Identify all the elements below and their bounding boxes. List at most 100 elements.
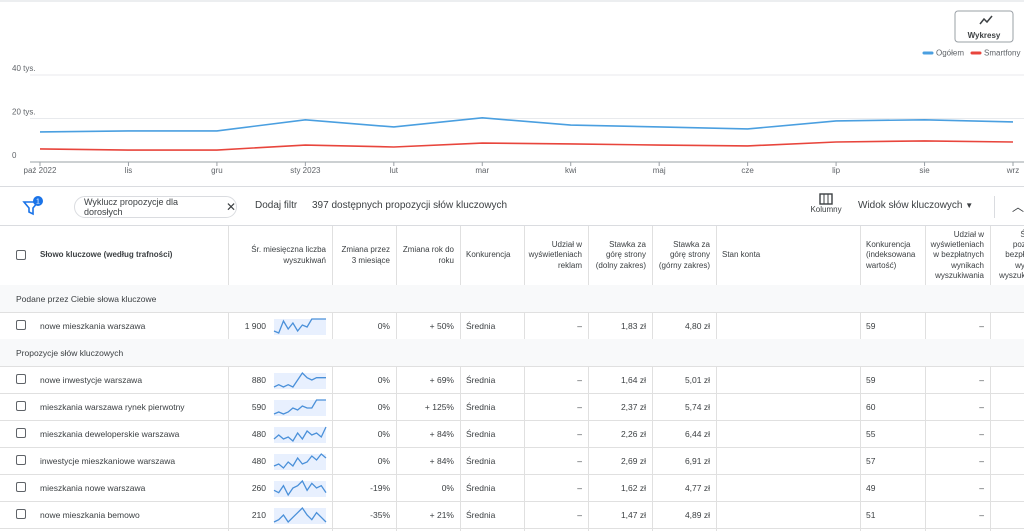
- cell-value: Średnia: [466, 401, 496, 412]
- sparkline: [273, 479, 327, 497]
- summary: 397 dostępnych propozycji słów kluczowyc…: [312, 200, 508, 211]
- filter-icon[interactable]: 1: [22, 196, 46, 218]
- column-header[interactable]: Zmiana przez 3 miesiące: [341, 245, 390, 265]
- cell-value: Średnia: [466, 455, 496, 466]
- cell-value: –: [577, 428, 582, 439]
- cell-value: + 84%: [429, 455, 454, 466]
- chip-close[interactable]: ✕: [225, 200, 236, 214]
- divider: [994, 196, 995, 218]
- checkbox[interactable]: [16, 400, 26, 411]
- trend-sparkline: [273, 479, 327, 497]
- cell-value: Średnia: [466, 374, 496, 385]
- x-tick-label: sie: [919, 166, 930, 175]
- column-header[interactable]: Zmiana rok do roku: [402, 245, 454, 265]
- add-filter[interactable]: Dodaj filtr: [255, 200, 298, 211]
- columns-label: Kolumny: [810, 205, 842, 214]
- cell-value: 480: [251, 455, 266, 466]
- cell-value: Średnia: [466, 482, 496, 493]
- checkbox[interactable]: [16, 481, 26, 492]
- cell-value: –: [577, 482, 582, 493]
- column-separator: [860, 226, 861, 531]
- cell-value: 0%: [377, 320, 390, 331]
- sparkline: [273, 426, 327, 442]
- cell-value: –: [979, 509, 984, 520]
- column-header[interactable]: Konkurencja (indeksowana wartość): [866, 239, 916, 270]
- cell-value: –: [979, 320, 984, 331]
- filter-chip[interactable]: Wyklucz propozycje dla dorosłych ✕: [74, 196, 237, 218]
- x-tick-label: sty 2023: [290, 166, 321, 175]
- column-header[interactable]: Stan konta: [722, 250, 761, 260]
- cell-value: 59: [866, 320, 876, 331]
- divider: [0, 225, 1024, 226]
- keyword: inwestycje mieszkaniowe warszawa: [40, 455, 176, 466]
- cell-value: 59: [866, 374, 876, 385]
- cell-value: –: [979, 374, 984, 385]
- collapse[interactable]: ︿: [1012, 200, 1024, 214]
- cell-value: 0%: [377, 374, 390, 385]
- cell-value: 2,26 zł: [620, 428, 646, 439]
- section-row: [0, 285, 1024, 312]
- cell-value: 1 900: [244, 320, 266, 331]
- column-separator: [990, 226, 991, 531]
- column-separator: [652, 226, 653, 531]
- checkbox[interactable]: [16, 249, 26, 260]
- cell-value: Średnia: [466, 320, 496, 331]
- cell-value: 0%: [377, 401, 390, 412]
- divider: [0, 186, 1024, 187]
- cell-value: 57: [866, 455, 876, 466]
- row-border: [0, 420, 1024, 421]
- keyword: mieszkania warszawa rynek pierwotny: [40, 401, 185, 412]
- section-title: Propozycje słów kluczowych: [16, 347, 124, 358]
- cell-value: Średnia: [466, 509, 496, 520]
- column-header[interactable]: Śr. miesięczna liczba wyszukiwań: [251, 245, 326, 265]
- cell-value: 880: [251, 374, 266, 385]
- x-tick-label: cze: [741, 166, 754, 175]
- y-tick-label: 40 tys.: [12, 64, 36, 73]
- checkbox[interactable]: [16, 373, 26, 384]
- keyword: nowe inwestycje warszawa: [40, 374, 143, 385]
- cell-value: 5,01 zł: [684, 374, 710, 385]
- cell-value: 260: [251, 482, 266, 493]
- column-header[interactable]: Stawka za górę strony (dolny zakres): [595, 239, 646, 270]
- cell-value: 5,74 zł: [684, 401, 710, 412]
- column-separator: [396, 226, 397, 531]
- row-border: [0, 366, 1024, 367]
- column-header[interactable]: Udział w wyświetleniach reklam: [528, 239, 582, 270]
- cell-value: 4,80 zł: [684, 320, 710, 331]
- column-header[interactable]: Udział w wyświetleniach w bezpłatnych wy…: [930, 229, 984, 281]
- checkbox[interactable]: [16, 319, 26, 330]
- y-tick-label: 20 tys.: [12, 108, 36, 117]
- row-border: [0, 447, 1024, 448]
- trend-sparkline: [273, 318, 326, 335]
- row-border: [0, 393, 1024, 394]
- row-border: [0, 312, 1024, 313]
- keyword: mieszkania nowe warszawa: [40, 482, 146, 493]
- x-tick-label: lip: [832, 166, 841, 175]
- cell-value: 1,83 zł: [620, 320, 646, 331]
- columns-button[interactable]: Kolumny: [806, 193, 846, 221]
- column-header[interactable]: Słowo kluczowe (według trafności): [40, 250, 173, 260]
- cell-value: –: [979, 455, 984, 466]
- cell-value: 0%: [377, 428, 390, 439]
- cell-value: –: [577, 374, 582, 385]
- checkbox[interactable]: [16, 427, 26, 438]
- checkbox[interactable]: [16, 454, 26, 465]
- checkbox[interactable]: [16, 508, 26, 519]
- column-header[interactable]: Średnia pozycja w bezpłatnych wynikach w…: [999, 229, 1024, 281]
- cell-value: 2,37 zł: [620, 401, 646, 412]
- trend-sparkline: [273, 506, 327, 524]
- sparkline: [273, 399, 326, 415]
- cell-value: + 125%: [424, 401, 454, 412]
- cell-value: + 50%: [429, 320, 454, 331]
- column-header[interactable]: Stawka za górę strony (górny zakres): [658, 239, 710, 270]
- cell-value: 1,64 zł: [620, 374, 646, 385]
- section-title: Podane przez Ciebie słowa kluczowe: [16, 293, 157, 304]
- x-tick-label: maj: [653, 166, 666, 175]
- cell-value: 1,62 zł: [620, 482, 646, 493]
- cell-value: 210: [251, 509, 266, 520]
- section-row: [0, 339, 1024, 366]
- charts-button[interactable]: Wykresy: [954, 10, 1014, 43]
- column-header[interactable]: Konkurencja: [466, 250, 511, 260]
- view-select[interactable]: Widok słów kluczowych ▼: [858, 200, 974, 211]
- charts-button-label[interactable]: Wykresy: [968, 31, 1001, 40]
